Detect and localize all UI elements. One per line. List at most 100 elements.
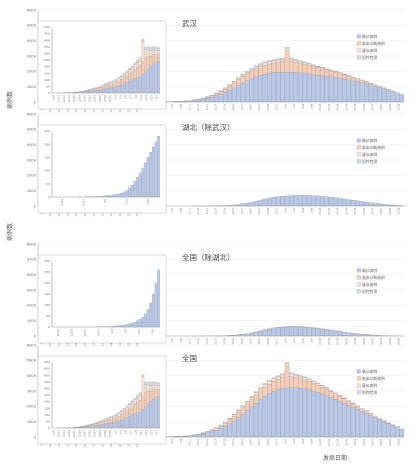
bar-segment [133,64,137,70]
bar-segment [245,202,250,207]
bar-segment [284,326,290,337]
bar-segment [364,81,369,84]
bar-segment [320,385,325,388]
y-tick-label: 350 [44,380,50,384]
y-tick-label: 2000 [27,174,37,178]
bar-segment [293,60,299,63]
x-tick-label: 1/13 [196,104,200,111]
y-tick-label: 4000 [27,39,37,43]
inset-chart: 0 50 100 150 200 250 300 12/19 12/23 12/27 12/31 1/… [37,254,167,344]
bar-segment [293,326,299,337]
x-tick-label: 12/20 [82,430,86,438]
bar-segment [258,75,263,103]
x-tick-label: 1/17 [154,95,158,101]
bar-segment [227,418,232,420]
x-tick-label: 1/1 [113,430,117,435]
bar-segment [373,203,378,207]
bar-segment [141,41,145,62]
bar-segment [253,392,259,395]
bar-segment [240,74,246,77]
bar-segment [249,202,255,207]
bar-segment [355,333,360,337]
bar-segment [144,46,147,50]
bar-segment [136,77,139,94]
bar-segment [306,379,312,382]
bar-segment [298,378,303,389]
bar-segment [107,418,110,421]
bar-segment [333,71,338,78]
bar-segment [258,388,263,391]
bar-segment [298,326,303,328]
bar-segment [346,332,352,337]
bar-segment [151,384,155,390]
bar-segment [346,401,352,406]
bar-segment [107,417,110,419]
bar-segment [240,203,246,207]
x-tick-label: 2/14 [336,338,340,345]
bar-segment [253,200,259,207]
bar-segment [240,76,246,84]
bar-segment [275,196,281,207]
bar-segment [146,49,150,57]
bar-segment [395,92,400,103]
bar-segment [280,327,285,337]
bar-segment [144,162,147,198]
bar-segment [333,197,338,207]
bar-segment [245,71,250,74]
x-tick-label: 2/16 [344,104,348,111]
bar-segment [104,423,108,429]
bar-segment [267,380,272,382]
bar-segment [386,89,391,103]
bar-segment [117,420,121,429]
bar-segment [275,326,281,328]
bar-segment [342,74,347,80]
bar-segment [91,424,95,426]
bar-segment [214,429,219,438]
bar-segment [144,57,147,72]
x-tick-label: 1/12 [137,329,141,335]
bar-segment [117,413,121,417]
x-tick-label: 1/31 [275,338,279,345]
bar-segment [136,395,139,398]
bar-segment [209,96,215,103]
bar-segment [154,54,158,63]
x-tick-label: 2/4 [292,439,296,444]
bar-segment [104,85,108,89]
bar-segment [311,327,316,329]
bar-segment [130,79,134,94]
bar-segment [120,192,124,198]
bar-segment [101,423,105,429]
bar-segment [271,59,277,61]
y-tick-label: 1000 [27,319,37,323]
legend-label: 临床诊断病例 [362,275,385,280]
bar-segment [333,393,338,400]
bar-segment [253,402,259,438]
bar-segment [315,74,321,103]
legend-swatch [356,376,361,381]
y-tick-label: 100 [44,303,50,307]
x-tick-label: 12/12 [62,95,66,103]
bar-segment [346,75,352,81]
bar-segment [96,423,100,426]
x-tick-label: 2/10 [318,104,322,111]
y-tick-label: 400 [44,38,50,42]
y-tick-label: 2000 [27,405,37,409]
bar-segment [115,417,118,422]
x-tick-label: 1/3 [118,430,122,435]
bar-segment [120,411,124,415]
bar-segment [88,424,92,427]
y-tick-label: 5000 [27,359,37,363]
bar-segment [320,328,325,337]
bar-segment [94,88,97,91]
bar-segment [138,412,142,429]
bar-segment [311,64,316,66]
bar-segment [328,390,334,392]
bar-segment [117,78,121,82]
bar-segment [368,413,374,416]
x-tick-label: 1/23 [240,104,244,111]
bar-segment [154,382,158,386]
x-tick-label: 12/8 [52,430,56,436]
bar-segment [249,69,255,72]
bar-segment [149,47,153,51]
bar-segment [302,388,307,438]
